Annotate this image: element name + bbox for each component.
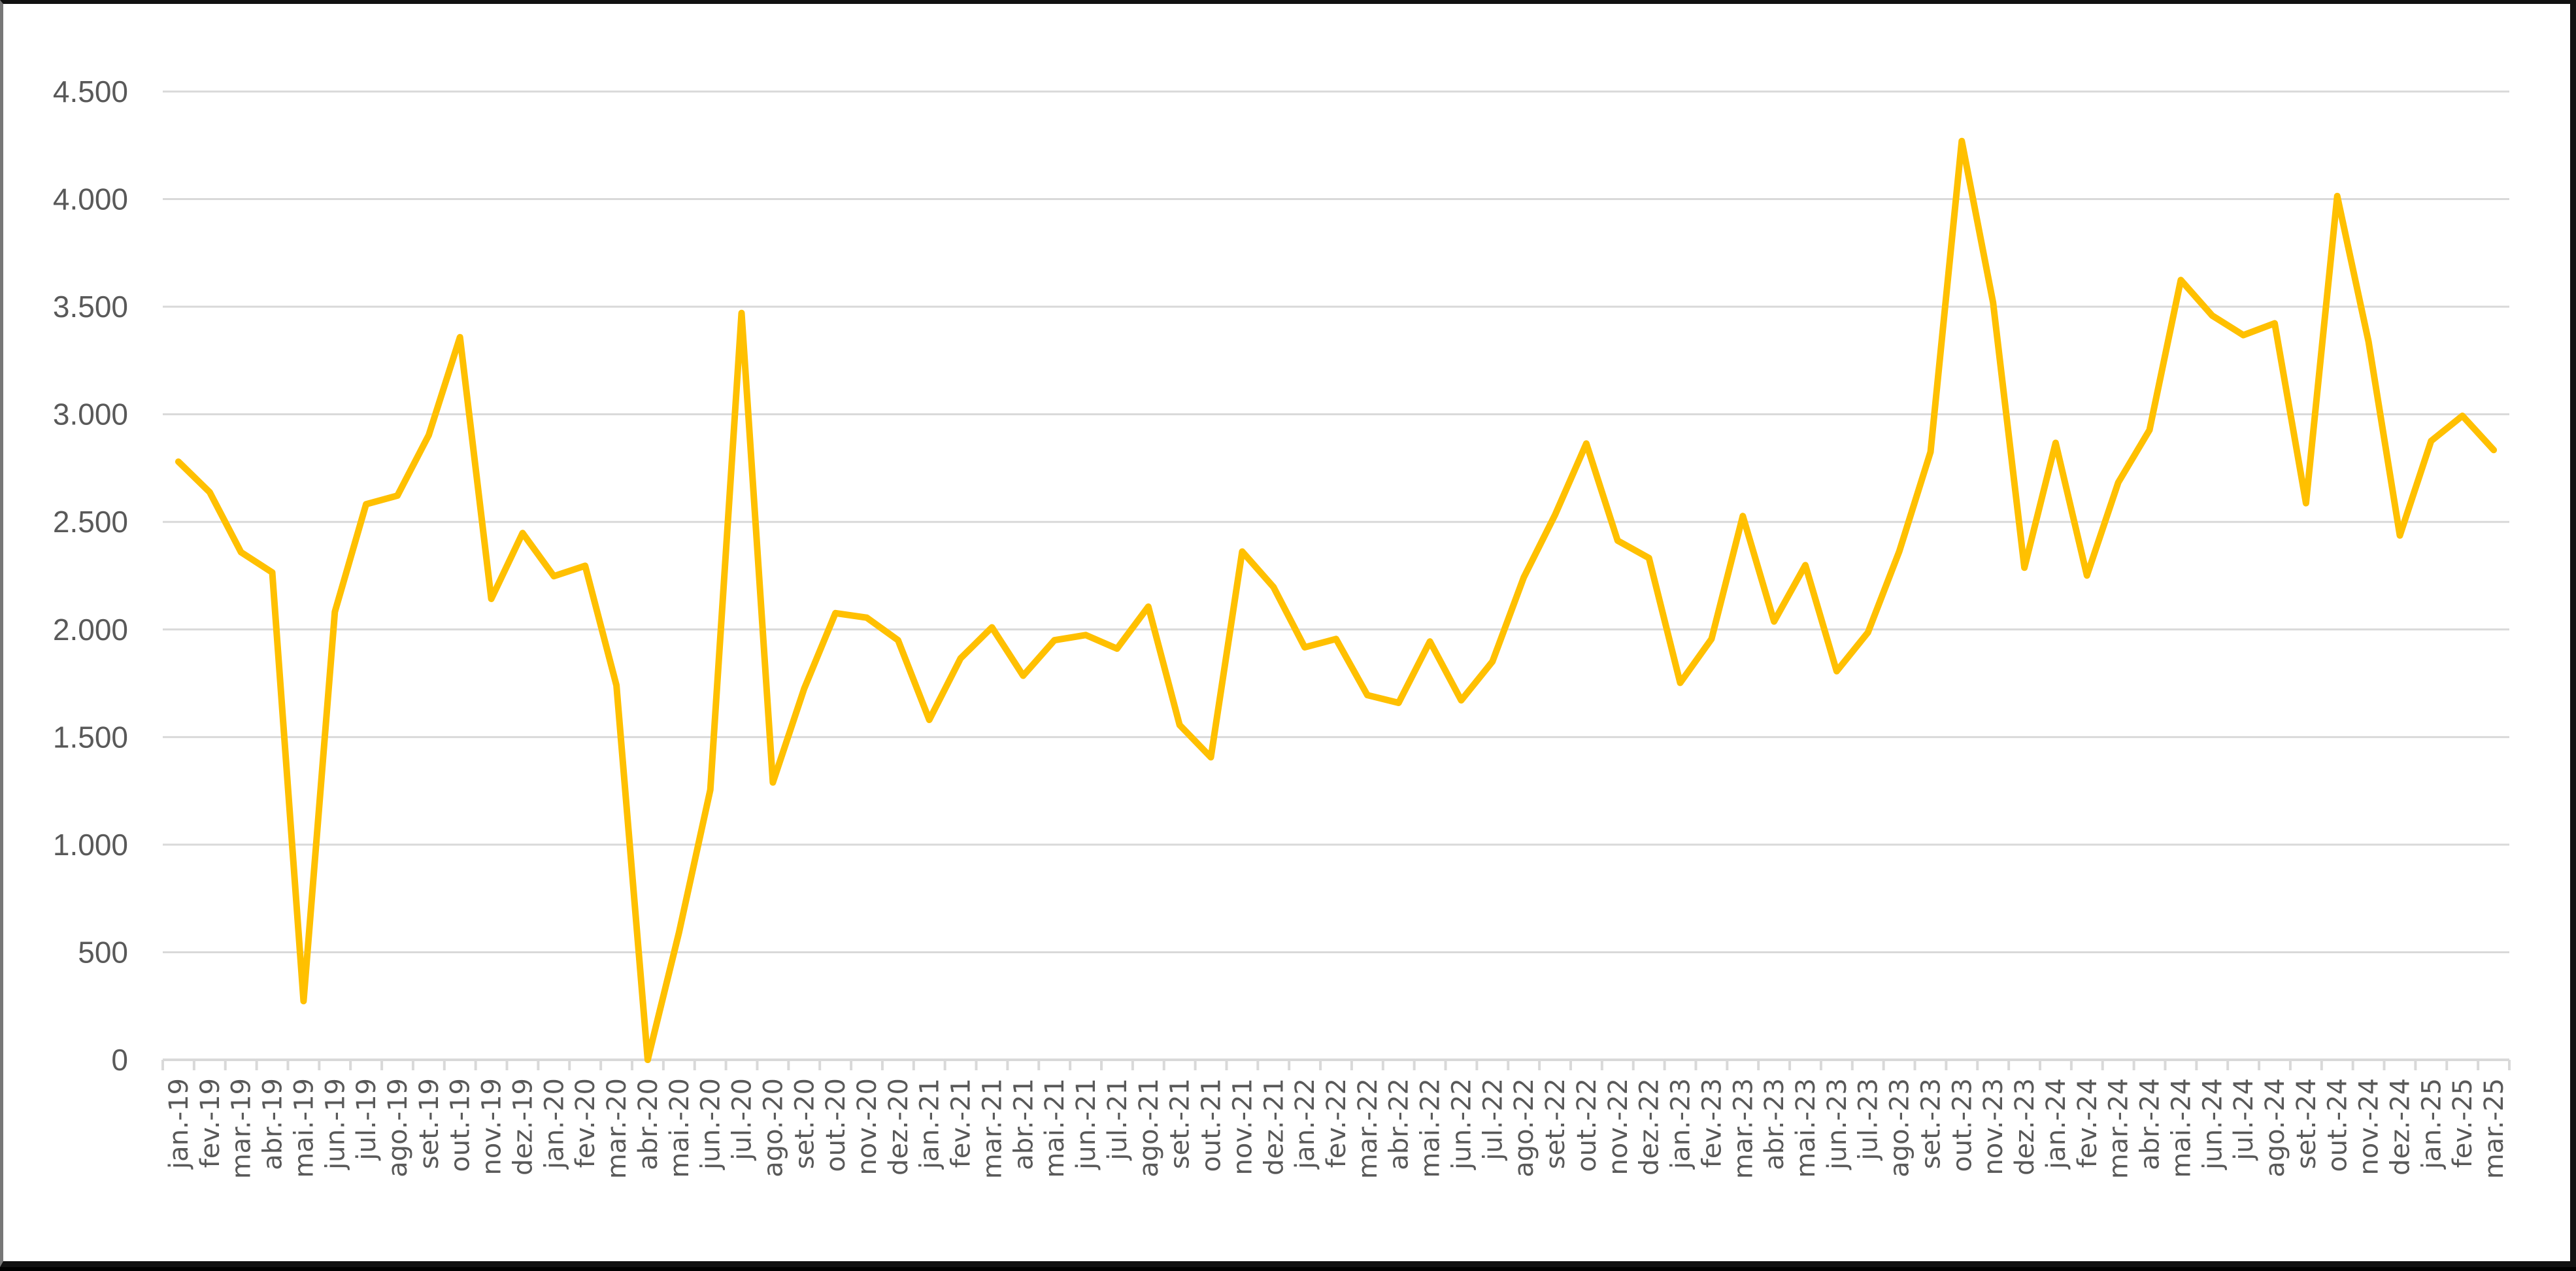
series-line bbox=[175, 137, 2498, 1063]
x-tick-label: mar.-25 bbox=[2479, 1078, 2509, 1179]
x-tick-label: out.-19 bbox=[446, 1078, 476, 1172]
x-tick-label: nov.-21 bbox=[1228, 1078, 1258, 1175]
x-tick-label: set.-20 bbox=[790, 1078, 820, 1169]
x-tick-label: nov.-24 bbox=[2354, 1078, 2384, 1175]
x-tick-label: ago.-24 bbox=[2260, 1078, 2290, 1178]
x-tick-label: set.-23 bbox=[1916, 1078, 1946, 1169]
x-tick-label: abr.-24 bbox=[2135, 1078, 2166, 1170]
x-tick-label: set.-19 bbox=[414, 1078, 444, 1169]
x-tick-label: fev.-25 bbox=[2448, 1078, 2478, 1168]
y-tick-label: 2.000 bbox=[53, 613, 128, 647]
x-tick-label: jun.-22 bbox=[1447, 1078, 1477, 1170]
x-tick-label: fev.-19 bbox=[195, 1078, 226, 1168]
x-tick-label: abr.-21 bbox=[1009, 1078, 1039, 1170]
y-tick-label: 3.500 bbox=[53, 290, 128, 324]
x-tick-label: mai.-24 bbox=[2166, 1078, 2196, 1178]
series-line-0 bbox=[175, 137, 2498, 1063]
y-tick-label: 500 bbox=[78, 935, 128, 969]
x-tick-label: mar.-23 bbox=[1728, 1078, 1758, 1179]
x-tick-label: mar.-21 bbox=[977, 1078, 1007, 1179]
x-tick-label: jan.-22 bbox=[1290, 1078, 1320, 1170]
x-tick-label: abr.-23 bbox=[1760, 1078, 1790, 1170]
x-tick-label: mar.-24 bbox=[2104, 1078, 2134, 1179]
x-tick-label: dez.-20 bbox=[884, 1078, 914, 1176]
y-tick-label: 2.500 bbox=[53, 505, 128, 539]
x-tick-label: abr.-19 bbox=[258, 1078, 288, 1170]
x-tick-label: mai.-21 bbox=[1040, 1078, 1070, 1178]
x-tick-label: jan.-25 bbox=[2417, 1078, 2447, 1170]
x-tick-label: jan.-24 bbox=[2041, 1078, 2071, 1170]
x-tick-label: mai.-19 bbox=[289, 1078, 319, 1178]
y-tick-label: 1.500 bbox=[53, 720, 128, 754]
x-tick-label: set.-24 bbox=[2292, 1078, 2322, 1169]
x-tick-label: mar.-19 bbox=[227, 1078, 257, 1179]
x-tick-label: jun.-21 bbox=[1071, 1078, 1101, 1170]
y-axis-labels: 0 500 1.000 1.500 2.000 2.500 3.000 3.500 4.000 4… bbox=[53, 75, 128, 1077]
x-tick-label: dez.-19 bbox=[508, 1078, 538, 1176]
x-tick-label: fev.-23 bbox=[1697, 1078, 1727, 1168]
x-tick-label: jan.-20 bbox=[539, 1078, 569, 1170]
x-tick-label: mai.-20 bbox=[665, 1078, 695, 1178]
x-tick-label: jul.-22 bbox=[1478, 1078, 1508, 1161]
x-tick-label: jan.-23 bbox=[1666, 1078, 1696, 1170]
x-tick-label: dez.-22 bbox=[1635, 1078, 1665, 1176]
x-tick-label: out.-24 bbox=[2323, 1078, 2353, 1172]
x-tick-label: ago.-21 bbox=[1134, 1078, 1164, 1178]
x-tick-label: ago.-22 bbox=[1509, 1078, 1539, 1178]
x-tick-label: dez.-21 bbox=[1259, 1078, 1289, 1176]
x-tick-label: jun.-20 bbox=[696, 1078, 726, 1170]
y-tick-label: 4.500 bbox=[53, 75, 128, 109]
x-tick-label: abr.-22 bbox=[1384, 1078, 1414, 1170]
gridlines bbox=[163, 90, 2509, 953]
x-tick-label: fev.-21 bbox=[946, 1078, 977, 1168]
x-tick-label: out.-20 bbox=[821, 1078, 851, 1172]
y-tick-label: 4.000 bbox=[53, 182, 128, 216]
x-tick-label: mai.-22 bbox=[1416, 1078, 1446, 1178]
x-tick-label: set.-21 bbox=[1165, 1078, 1196, 1169]
x-tick-label: jan.-21 bbox=[915, 1078, 945, 1170]
x-tick-label: nov.-19 bbox=[477, 1078, 507, 1175]
x-tick-label: ago.-19 bbox=[383, 1078, 413, 1178]
x-tick-label: jul.-21 bbox=[1103, 1078, 1133, 1161]
x-tick-label: out.-23 bbox=[1947, 1078, 1977, 1172]
y-tick-label: 0 bbox=[111, 1043, 128, 1077]
x-tick-label: fev.-20 bbox=[571, 1078, 601, 1168]
x-axis: jan.-19 fev.-19 mar.-19 abr.-19 mai.-19 jun.-… bbox=[161, 1059, 2511, 1179]
y-tick-label: 3.000 bbox=[53, 398, 128, 432]
x-tick-label: jun.-23 bbox=[1822, 1078, 1852, 1170]
x-tick-label: jul.-23 bbox=[1854, 1078, 1884, 1161]
x-tick-label: fev.-22 bbox=[1322, 1078, 1352, 1168]
x-tick-label: mar.-20 bbox=[602, 1078, 632, 1179]
x-tick-label: nov.-23 bbox=[1979, 1078, 2009, 1175]
x-tick-label: out.-22 bbox=[1572, 1078, 1602, 1172]
x-tick-label: jan.-19 bbox=[164, 1078, 194, 1170]
x-tick-label: nov.-22 bbox=[1603, 1078, 1633, 1175]
x-tick-label: mai.-23 bbox=[1791, 1078, 1821, 1178]
x-tick-label: fev.-24 bbox=[2073, 1078, 2103, 1168]
x-tick-label: dez.-24 bbox=[2385, 1078, 2415, 1176]
x-tick-label: jun.-19 bbox=[320, 1078, 350, 1170]
y-tick-label: 1.000 bbox=[53, 828, 128, 862]
x-tick-label: jun.-24 bbox=[2198, 1078, 2228, 1170]
x-tick-label: ago.-20 bbox=[758, 1078, 788, 1178]
x-tick-label: abr.-20 bbox=[633, 1078, 663, 1170]
x-tick-label: jul.-20 bbox=[728, 1078, 758, 1161]
x-tick-label: out.-21 bbox=[1197, 1078, 1227, 1172]
line-chart: 0 500 1.000 1.500 2.000 2.500 3.000 3.500 4.000 4… bbox=[53, 75, 2511, 1179]
x-tick-label: jul.-24 bbox=[2229, 1078, 2259, 1161]
x-tick-label: ago.-23 bbox=[1885, 1078, 1915, 1178]
x-tick-label: jul.-19 bbox=[352, 1078, 382, 1161]
x-tick-label: nov.-20 bbox=[852, 1078, 882, 1175]
x-tick-label: dez.-23 bbox=[2010, 1078, 2040, 1176]
x-tick-label: mar.-22 bbox=[1353, 1078, 1383, 1179]
x-tick-label: set.-22 bbox=[1541, 1078, 1571, 1169]
